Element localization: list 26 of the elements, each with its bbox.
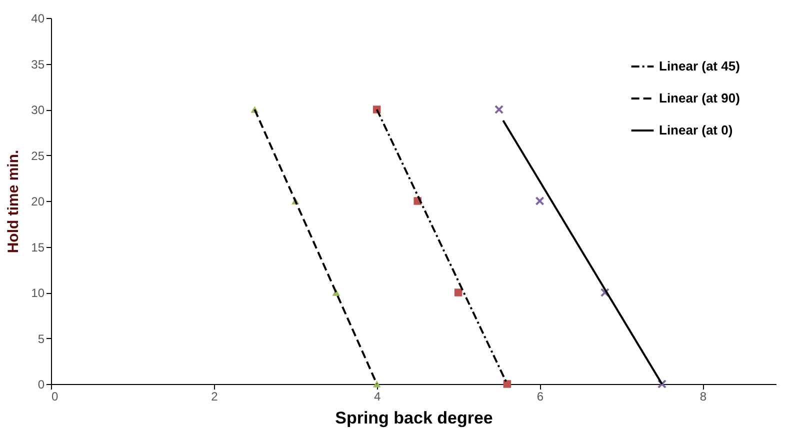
- y-tick-label: 5: [38, 332, 45, 346]
- y-tick-label: 40: [31, 12, 45, 26]
- point: [503, 380, 512, 388]
- point: [600, 288, 610, 298]
- y-tick-label: 15: [31, 240, 45, 254]
- y-tick-label: 35: [31, 57, 45, 72]
- point: [454, 288, 462, 296]
- y-axis-title: Hold time min.: [5, 150, 22, 254]
- legend-label: Linear (at 90): [659, 90, 740, 106]
- x-tick-label: 0: [52, 390, 58, 404]
- point: [372, 380, 381, 388]
- x-axis-title: Spring back degree: [335, 408, 493, 428]
- point: [494, 104, 504, 114]
- legend-label: Linear (at 45): [659, 58, 740, 74]
- y-tick-label: 30: [31, 103, 45, 117]
- x-tick-label: 6: [536, 390, 544, 404]
- x-tick-label: 8: [700, 390, 707, 404]
- y-tick-label: 10: [31, 286, 45, 300]
- x-tick-label: 2: [211, 390, 218, 404]
- point: [657, 379, 666, 389]
- point: [535, 196, 544, 206]
- y-tick-label: 20: [31, 194, 45, 208]
- x-tick-label: 4: [374, 390, 381, 404]
- y-tick-label: 0: [38, 378, 45, 392]
- legend-label: Linear (at 0): [659, 122, 733, 138]
- y-tick-label: 25: [31, 148, 45, 163]
